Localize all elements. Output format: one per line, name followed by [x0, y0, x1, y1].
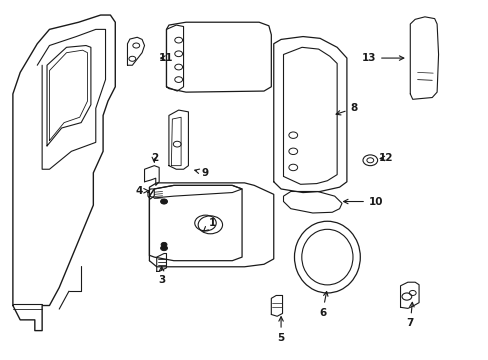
Text: 10: 10 — [343, 197, 383, 207]
Text: 2: 2 — [150, 153, 158, 163]
Circle shape — [160, 246, 167, 251]
Text: 8: 8 — [335, 103, 357, 115]
Text: 1: 1 — [203, 218, 216, 231]
Text: 9: 9 — [194, 168, 209, 178]
Circle shape — [160, 199, 167, 204]
Text: 13: 13 — [361, 53, 403, 63]
Text: 12: 12 — [378, 153, 392, 163]
Text: 11: 11 — [159, 53, 173, 63]
Circle shape — [161, 199, 166, 204]
Text: 5: 5 — [277, 317, 284, 343]
Text: 4: 4 — [136, 186, 149, 196]
Text: 7: 7 — [406, 302, 413, 328]
Text: 3: 3 — [158, 266, 165, 285]
Circle shape — [161, 242, 166, 247]
Text: 6: 6 — [318, 292, 327, 318]
